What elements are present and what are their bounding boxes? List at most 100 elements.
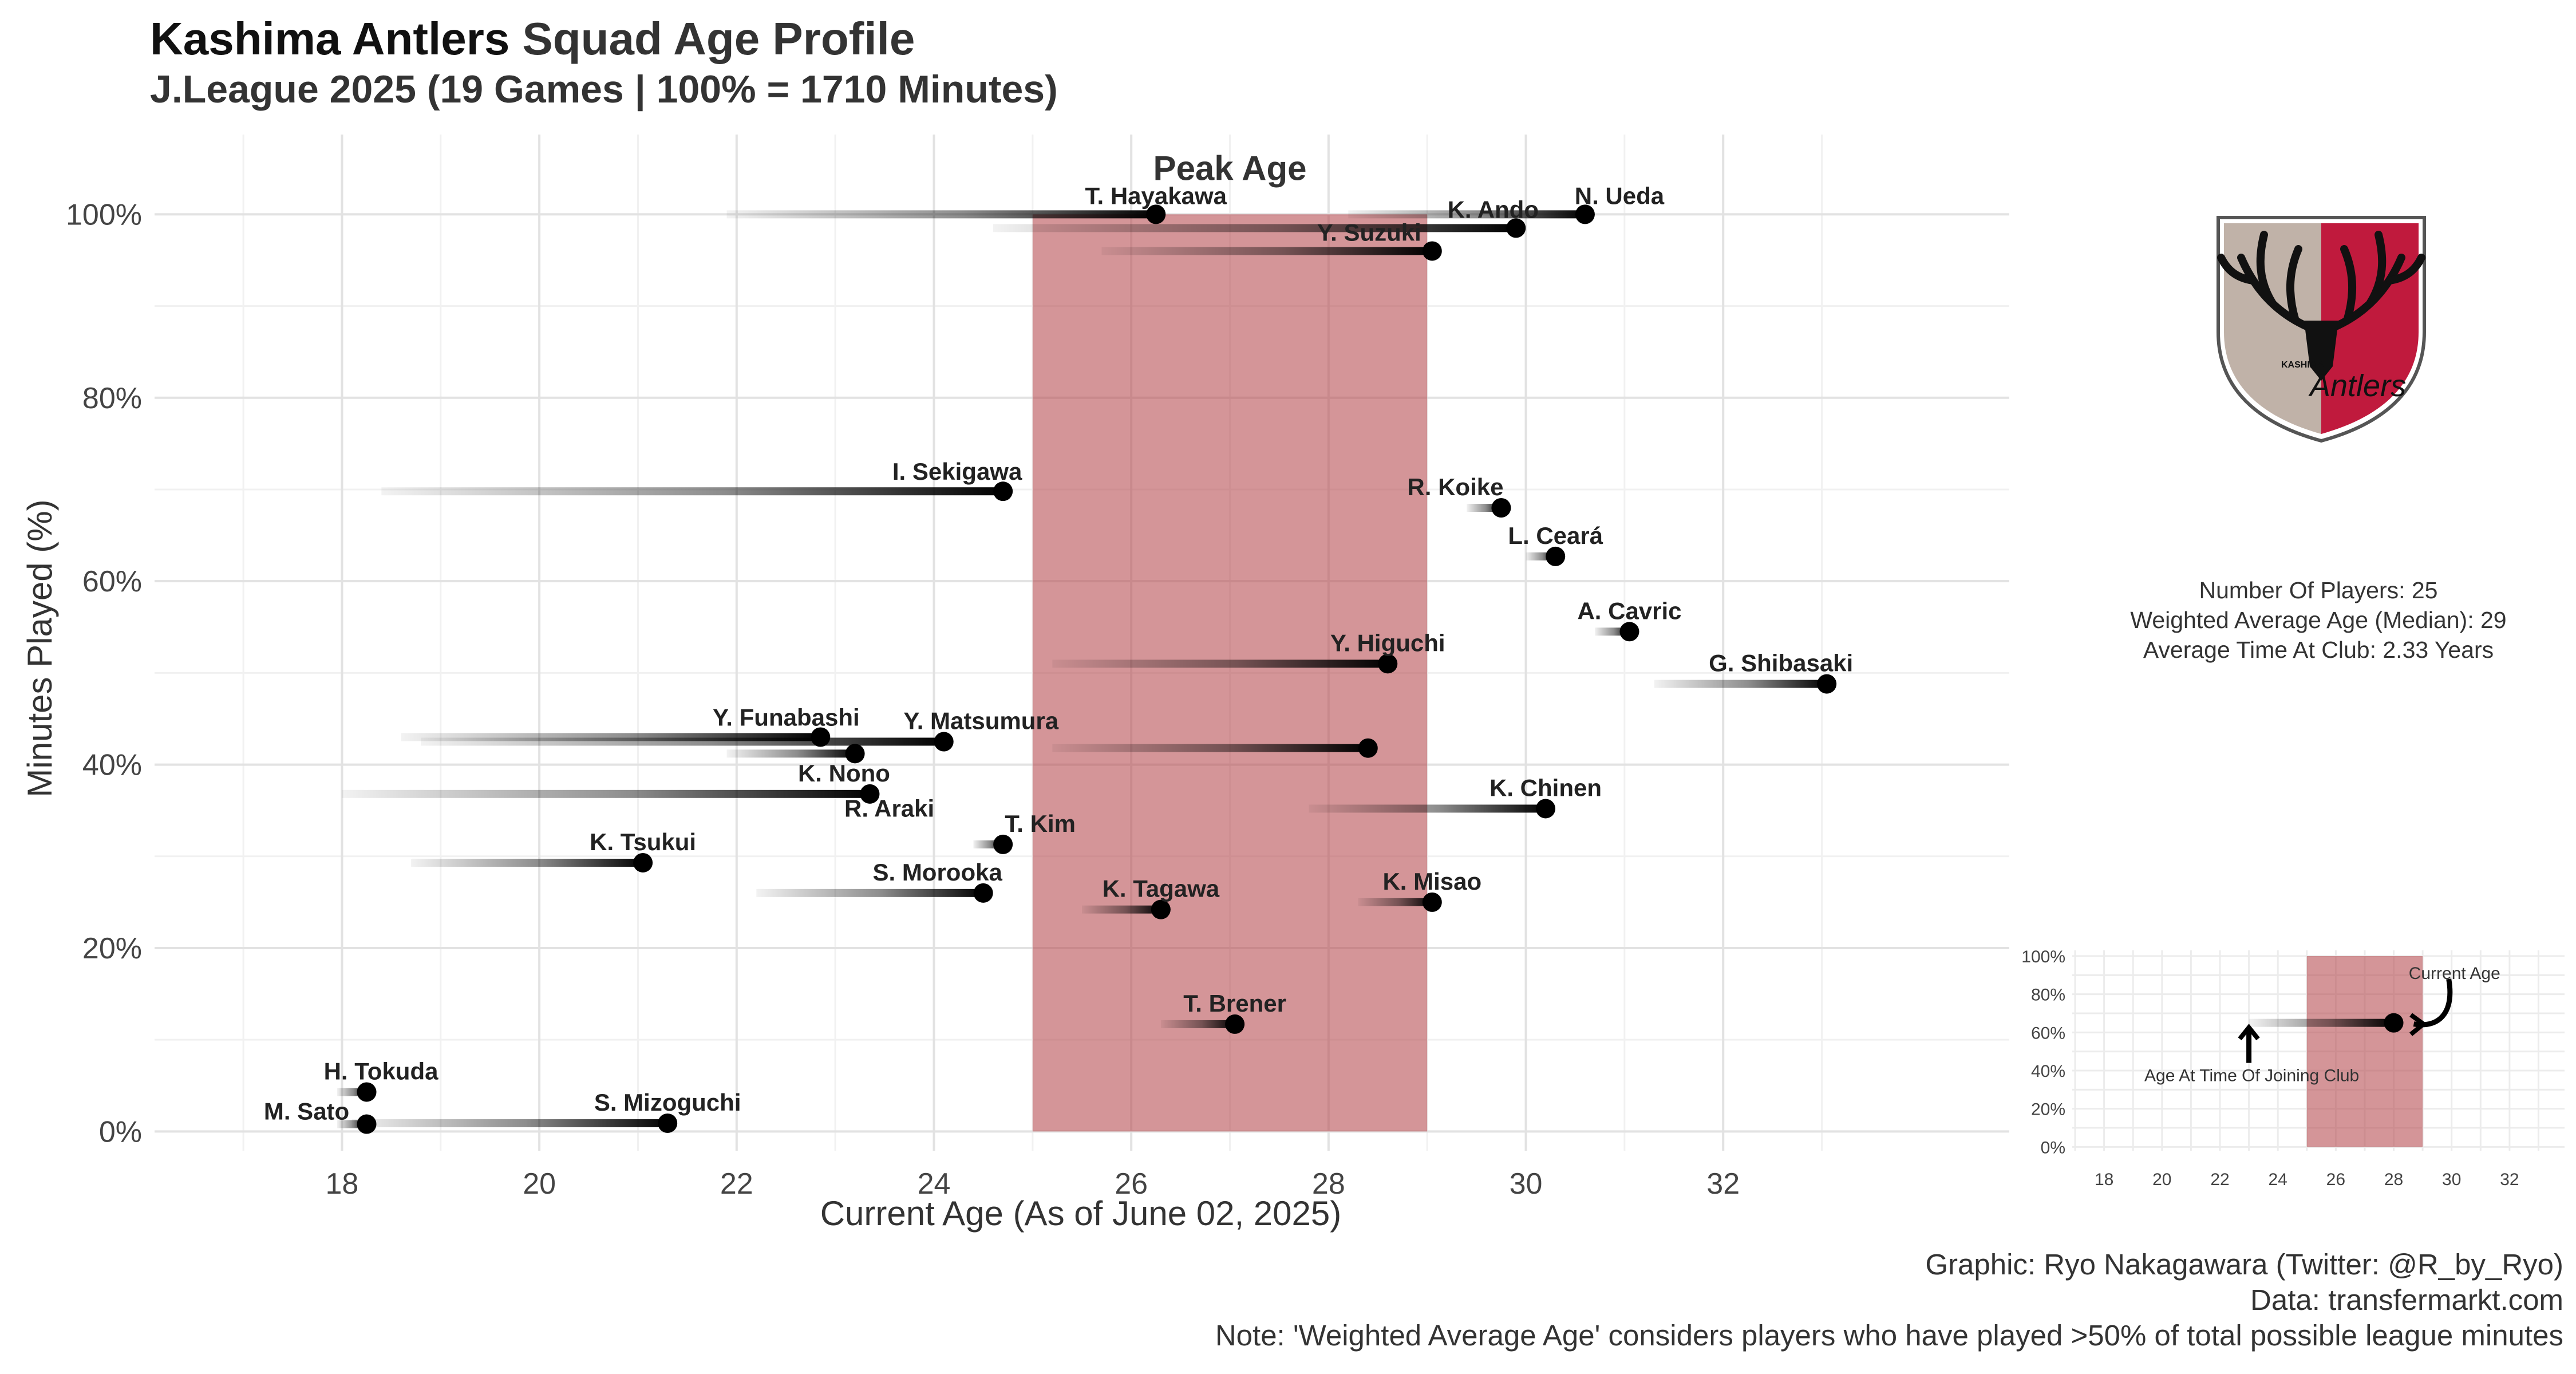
- x-tick-label: 18: [326, 1167, 359, 1201]
- y-tick-label: 100%: [66, 198, 142, 231]
- caption-credit: Graphic: Ryo Nakagawara (Twitter: @R_by_…: [1925, 1248, 2563, 1281]
- player-point: [860, 784, 880, 804]
- player-label: K. Tagawa: [1103, 875, 1220, 902]
- player-point: [1546, 546, 1566, 566]
- player-label: K. Tsukui: [590, 828, 696, 855]
- time-at-club: Average Time At Club: 2.33 Years: [2143, 637, 2494, 663]
- player-point: [934, 732, 954, 752]
- player-point: [845, 744, 865, 764]
- player-label: Y. Higuchi: [1330, 629, 1445, 656]
- inset-x-tick-label: 18: [2095, 1170, 2113, 1189]
- y-tick-label: 60%: [82, 565, 142, 598]
- player-label: Y. Funabashi: [713, 704, 860, 731]
- tenure-segment: [726, 749, 855, 758]
- tenure-segments: [337, 210, 1827, 1128]
- weighted-age: Weighted Average Age (Median): 29: [2130, 607, 2507, 633]
- player-label: A. Cavric: [1577, 597, 1681, 624]
- player-label: K. Misao: [1382, 868, 1481, 895]
- player-label: L. Ceará: [1508, 522, 1603, 549]
- legend-inset: Current Age Age At Time Of Joining Club 1…: [2021, 947, 2565, 1189]
- player-point: [357, 1114, 377, 1134]
- player-point: [993, 481, 1013, 502]
- inset-tenure-segment: [2249, 1018, 2394, 1027]
- inset-marks: Current Age Age At Time Of Joining Club: [2144, 964, 2500, 1085]
- chart-subtitle: J.League 2025 (19 Games | 100% = 1710 Mi…: [150, 68, 1058, 111]
- club-crest: KASHIMA Antlers: [2217, 216, 2426, 443]
- player-label: R. Araki: [844, 795, 934, 822]
- inset-x-tick-label: 30: [2442, 1170, 2461, 1189]
- arrow-head-icon: [2238, 1024, 2260, 1041]
- player-label: K. Chinen: [1490, 774, 1602, 801]
- deer-head-icon: [2304, 321, 2338, 381]
- tenure-segment: [1309, 804, 1546, 813]
- x-axis-title: Current Age (As of June 02, 2025): [820, 1194, 1342, 1233]
- player-label: G. Shibasaki: [1709, 650, 1853, 677]
- player-point: [1619, 622, 1639, 642]
- inset-x-tick-label: 28: [2384, 1170, 2403, 1189]
- player-point: [658, 1113, 678, 1133]
- tenure-segment: [726, 210, 1156, 219]
- player-points: [357, 204, 1837, 1134]
- tenure-segment: [421, 737, 944, 746]
- inset-x-tick-label: 20: [2152, 1170, 2171, 1189]
- tenure-segment: [1052, 744, 1368, 752]
- inset-player-point: [2384, 1013, 2404, 1033]
- crest-wordmark: Antlers: [2308, 369, 2406, 403]
- player-label: H. Tokuda: [324, 1057, 439, 1084]
- title-text: Squad Age Profile: [522, 13, 915, 64]
- x-tick-label: 28: [1312, 1167, 1345, 1201]
- x-tick-label: 22: [720, 1167, 753, 1201]
- player-point: [1422, 892, 1442, 912]
- inset-x-tick-label: 26: [2326, 1170, 2345, 1189]
- team-name: Kashima Antlers: [150, 13, 510, 64]
- inset-x-tick-label: 22: [2210, 1170, 2229, 1189]
- player-point: [811, 727, 831, 747]
- y-tick-label: 80%: [82, 382, 142, 415]
- tenure-segment: [411, 858, 643, 867]
- inset-join-age-label: Age At Time Of Joining Club: [2144, 1067, 2359, 1085]
- caption: Graphic: Ryo Nakagawara (Twitter: @R_by_…: [1215, 1247, 2563, 1353]
- antler-icon: [2217, 231, 2425, 336]
- y-axis-title: Minutes Played (%): [21, 499, 59, 797]
- player-label: M. Sato: [264, 1098, 349, 1125]
- chart-title: Kashima Antlers Squad Age Profile: [150, 13, 1058, 65]
- tenure-segment: [351, 1119, 668, 1127]
- player-point: [973, 883, 993, 903]
- player-label: R. Koike: [1407, 473, 1503, 500]
- inset-y-tick-label: 0%: [2041, 1138, 2065, 1157]
- y-tick-label: 40%: [82, 749, 142, 782]
- squad-stats: Number Of Players: 25 Weighted Average A…: [2032, 575, 2576, 665]
- tenure-segment: [1082, 905, 1161, 914]
- x-tick-label: 26: [1115, 1167, 1148, 1201]
- tenure-segment: [1348, 210, 1585, 219]
- inset-axes: 18 20 22 24 26 28 30 32 0% 20% 40% 60% 80% 100%: [2021, 947, 2519, 1189]
- peak-age-label: Peak Age: [1153, 149, 1307, 187]
- x-tick-label: 20: [523, 1167, 556, 1201]
- player-point: [1146, 204, 1166, 224]
- tenure-segment: [1052, 660, 1388, 668]
- player-point: [1378, 654, 1398, 674]
- player-point: [1536, 799, 1555, 819]
- inset-peak-rect: [2306, 956, 2423, 1147]
- player-point: [1422, 241, 1442, 261]
- title-block: Kashima Antlers Squad Age Profile J.Leagu…: [150, 13, 1058, 113]
- player-label: K. Ando: [1448, 196, 1539, 223]
- player-label: Y. Suzuki: [1317, 219, 1421, 246]
- player-point: [633, 852, 653, 872]
- tenure-segment: [1654, 680, 1827, 688]
- tenure-segment: [1160, 1020, 1235, 1028]
- tenure-segment: [381, 487, 1003, 496]
- tenure-segment: [756, 889, 983, 897]
- player-point: [357, 1082, 377, 1102]
- players-count: Number Of Players: 25: [2199, 577, 2438, 603]
- inset-y-tick-label: 20%: [2031, 1100, 2065, 1119]
- player-point: [1491, 498, 1511, 518]
- player-label: S. Morooka: [872, 859, 1002, 886]
- player-label: T. Kim: [1005, 810, 1076, 837]
- player-point: [1358, 738, 1378, 758]
- x-tick-label: 24: [918, 1167, 951, 1201]
- player-point: [1817, 674, 1837, 694]
- inset-x-tick-label: 32: [2500, 1170, 2519, 1189]
- inset-y-tick-label: 100%: [2021, 947, 2065, 966]
